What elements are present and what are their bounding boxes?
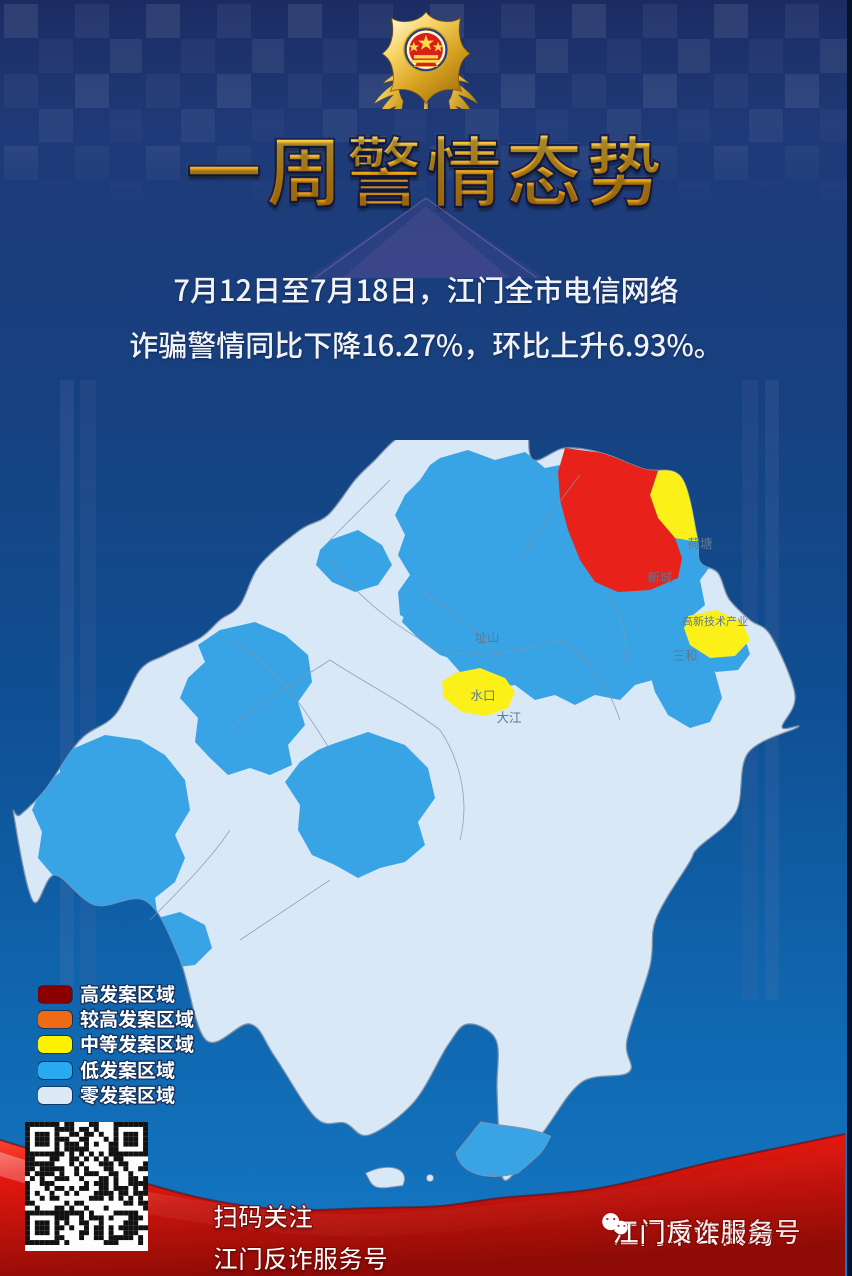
svg-text:荷塘: 荷塘 (687, 533, 712, 552)
svg-text:高发案区域: 高发案区域 (80, 984, 175, 1007)
svg-text:新城: 新城 (647, 567, 673, 586)
svg-text:中等发案区域: 中等发案区域 (80, 1030, 194, 1057)
svg-text:低发案区域: 低发案区域 (80, 1056, 175, 1083)
svg-text:零发案区域: 零发案区域 (80, 1081, 175, 1108)
svg-text:较高发案区域: 较高发案区域 (80, 1005, 194, 1032)
svg-text:水口: 水口 (470, 685, 495, 704)
svg-text:址山: 址山 (474, 627, 499, 646)
svg-text:大江: 大江 (496, 707, 521, 726)
svg-text:三和: 三和 (672, 645, 697, 664)
svg-text:高新技术产业: 高新技术产业 (682, 613, 748, 629)
